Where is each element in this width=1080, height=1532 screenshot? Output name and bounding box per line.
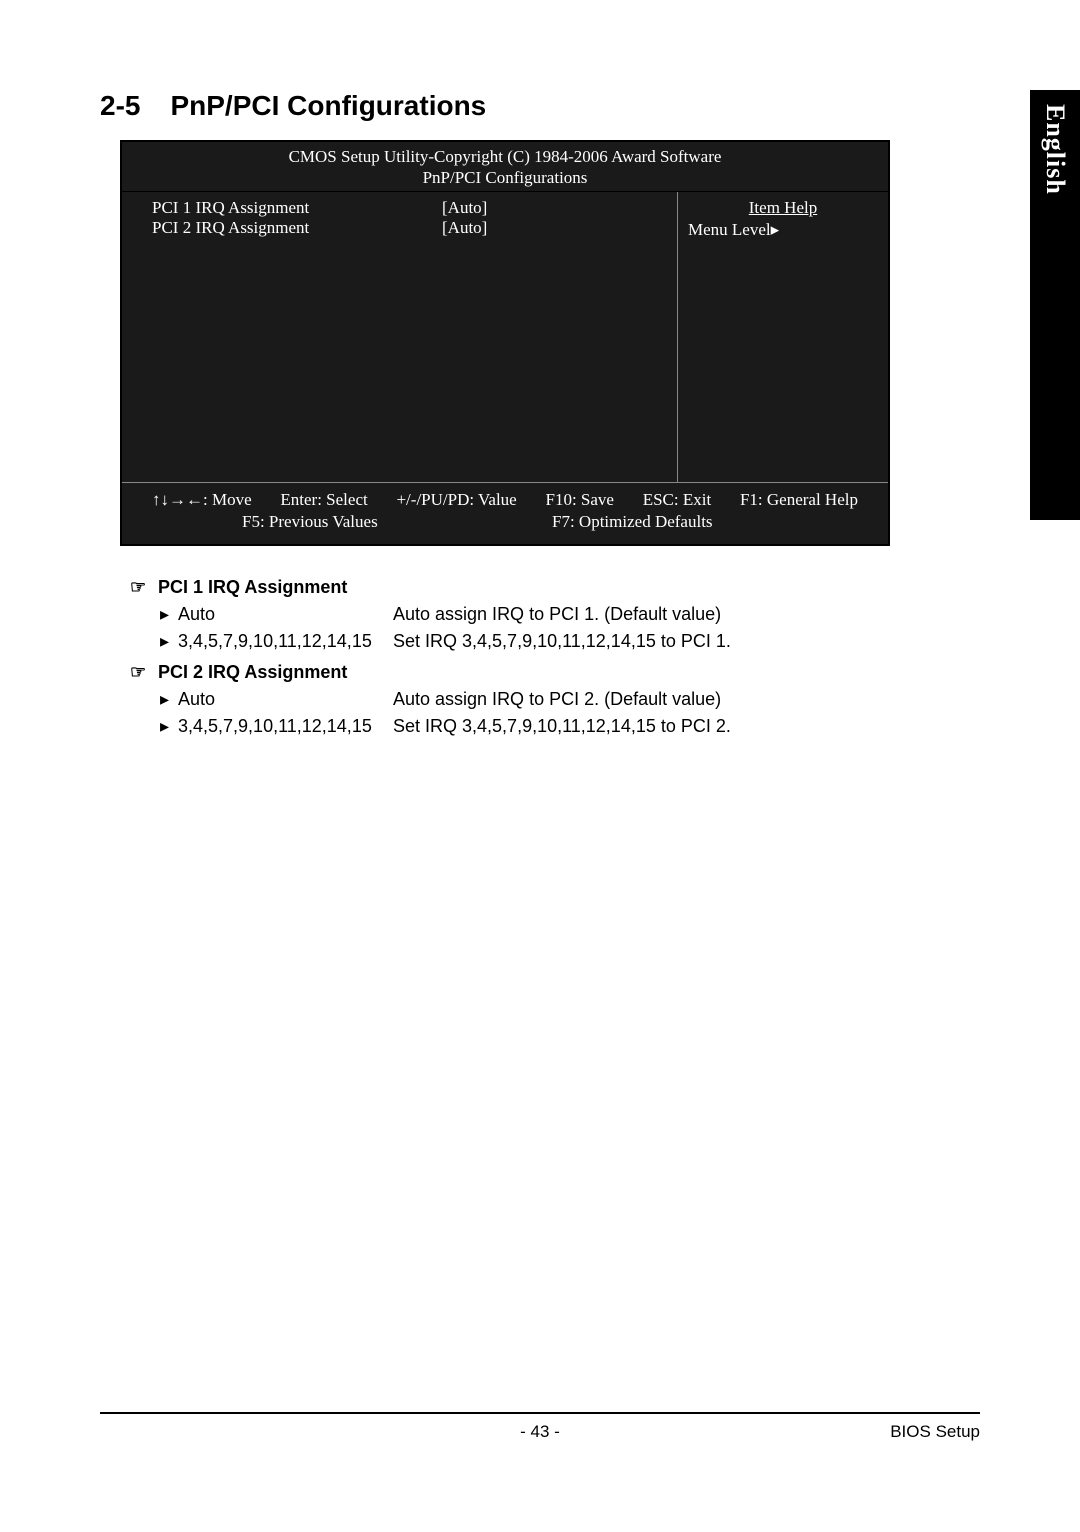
bullet-icon: ▸ (160, 686, 178, 713)
bios-footer: ↑↓→←: Move Enter: Select +/-/PU/PD: Valu… (122, 482, 888, 545)
bullet-icon: ▸ (160, 601, 178, 628)
bios-header-line1: CMOS Setup Utility-Copyright (C) 1984-20… (122, 146, 888, 167)
bios-row: PCI 2 IRQ Assignment [Auto] (152, 218, 667, 238)
desc-heading: ☞ PCI 1 IRQ Assignment (130, 574, 980, 601)
desc-heading: ☞ PCI 2 IRQ Assignment (130, 659, 980, 686)
bios-menu-level: Menu Level▸ (688, 220, 878, 240)
bios-header-line2: PnP/PCI Configurations (122, 167, 888, 188)
desc-heading-text: PCI 1 IRQ Assignment (158, 574, 347, 601)
option-label: Auto (178, 601, 393, 628)
bios-row: PCI 1 IRQ Assignment [Auto] (152, 198, 667, 218)
option-desc: Auto assign IRQ to PCI 2. (Default value… (393, 686, 721, 713)
section-title: 2-5 PnP/PCI Configurations (100, 90, 980, 122)
option-row: ▸ 3,4,5,7,9,10,11,12,14,15 Set IRQ 3,4,5… (160, 713, 980, 740)
bios-setting-value: [Auto] (442, 218, 487, 238)
option-desc: Auto assign IRQ to PCI 1. (Default value… (393, 601, 721, 628)
page: 2-5 PnP/PCI Configurations CMOS Setup Uti… (0, 0, 1080, 1532)
bios-help-panel: Item Help Menu Level▸ (678, 192, 888, 482)
bios-body: PCI 1 IRQ Assignment [Auto] PCI 2 IRQ As… (122, 192, 888, 482)
option-row: ▸ Auto Auto assign IRQ to PCI 1. (Defaul… (160, 601, 980, 628)
option-row: ▸ Auto Auto assign IRQ to PCI 2. (Defaul… (160, 686, 980, 713)
section-heading: PnP/PCI Configurations (170, 90, 486, 121)
bios-key-f1: F1: General Help (740, 489, 858, 512)
bios-setting-label: PCI 1 IRQ Assignment (152, 198, 442, 218)
bios-footer-row2: F5: Previous Values F7: Optimized Defaul… (152, 511, 878, 534)
option-label: 3,4,5,7,9,10,11,12,14,15 (178, 628, 393, 655)
description-block: ☞ PCI 1 IRQ Assignment ▸ Auto Auto assig… (130, 574, 980, 740)
bios-key-f5: F5: Previous Values (242, 511, 552, 534)
bios-settings-panel: PCI 1 IRQ Assignment [Auto] PCI 2 IRQ As… (122, 192, 678, 482)
language-tab: English (1030, 90, 1080, 520)
bios-key-enter: Enter: Select (280, 489, 367, 512)
option-label: Auto (178, 686, 393, 713)
option-desc: Set IRQ 3,4,5,7,9,10,11,12,14,15 to PCI … (393, 713, 731, 740)
language-label: English (1040, 104, 1070, 195)
bullet-icon: ▸ (160, 628, 178, 655)
bios-key-f7: F7: Optimized Defaults (552, 511, 713, 534)
page-footer: - 43 - BIOS Setup (100, 1412, 980, 1442)
footer-section: BIOS Setup (890, 1422, 980, 1442)
desc-heading-text: PCI 2 IRQ Assignment (158, 659, 347, 686)
bios-setting-label: PCI 2 IRQ Assignment (152, 218, 442, 238)
option-label: 3,4,5,7,9,10,11,12,14,15 (178, 713, 393, 740)
bios-help-title: Item Help (688, 198, 878, 218)
bios-screenshot: CMOS Setup Utility-Copyright (C) 1984-20… (120, 140, 890, 546)
bios-footer-row1: ↑↓→←: Move Enter: Select +/-/PU/PD: Valu… (152, 489, 878, 512)
bios-key-f10: F10: Save (545, 489, 613, 512)
pointer-icon: ☞ (130, 574, 150, 601)
page-number: - 43 - (520, 1422, 560, 1442)
bios-key-move: ↑↓→←: Move (152, 489, 252, 512)
bullet-icon: ▸ (160, 713, 178, 740)
bios-setting-value: [Auto] (442, 198, 487, 218)
bios-key-esc: ESC: Exit (643, 489, 711, 512)
pointer-icon: ☞ (130, 659, 150, 686)
bios-key-pupd: +/-/PU/PD: Value (396, 489, 516, 512)
section-number: 2-5 (100, 90, 140, 121)
option-row: ▸ 3,4,5,7,9,10,11,12,14,15 Set IRQ 3,4,5… (160, 628, 980, 655)
bios-header: CMOS Setup Utility-Copyright (C) 1984-20… (122, 142, 888, 192)
option-desc: Set IRQ 3,4,5,7,9,10,11,12,14,15 to PCI … (393, 628, 731, 655)
